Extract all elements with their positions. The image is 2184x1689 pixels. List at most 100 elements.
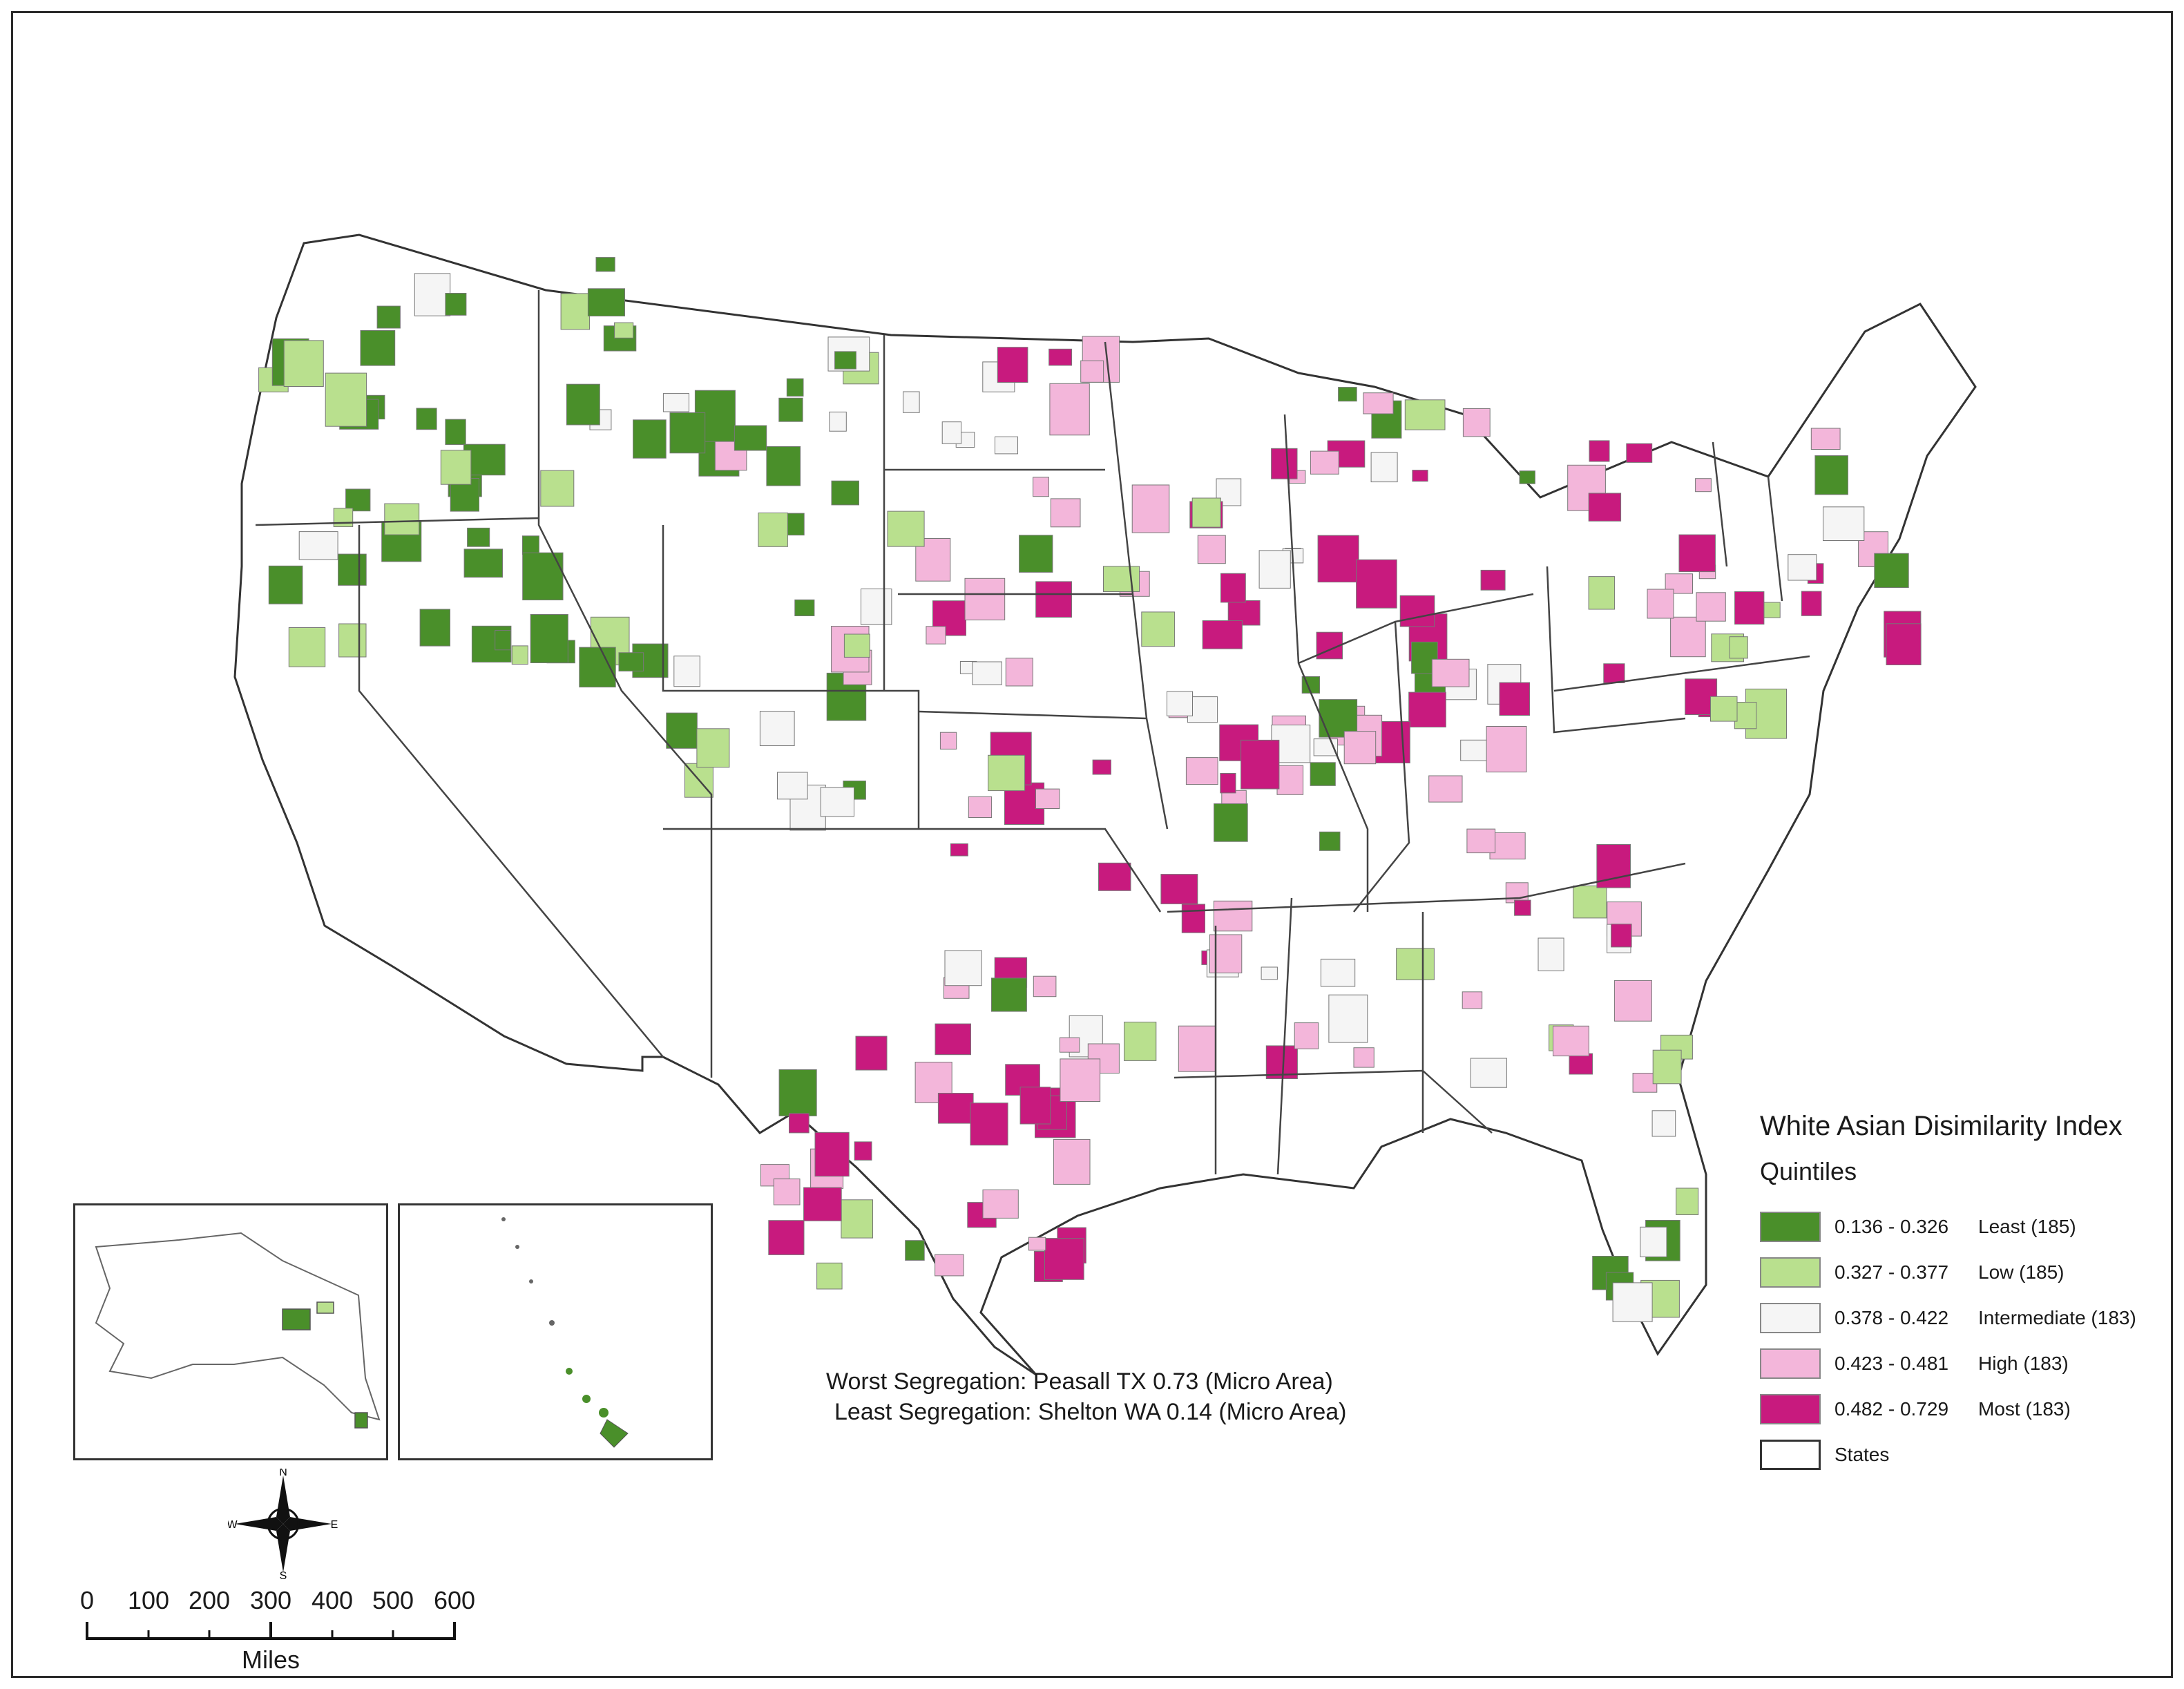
legend-class: Most (183) bbox=[1978, 1398, 2071, 1420]
county-area bbox=[1178, 1025, 1216, 1072]
county-area bbox=[937, 1093, 974, 1124]
county-area bbox=[662, 393, 690, 412]
county-area bbox=[1588, 493, 1622, 522]
county-area bbox=[1470, 1058, 1507, 1088]
county-area bbox=[766, 446, 801, 486]
hawaii-inset bbox=[398, 1203, 713, 1460]
county-area bbox=[1763, 602, 1781, 618]
county-area bbox=[1734, 591, 1765, 625]
county-area bbox=[440, 450, 472, 485]
legend-swatch bbox=[1760, 1303, 1821, 1333]
county-area bbox=[1343, 731, 1377, 765]
county-area bbox=[1460, 739, 1491, 761]
county-area bbox=[759, 711, 795, 746]
legend-swatch-states bbox=[1760, 1440, 1821, 1470]
county-area bbox=[1651, 1110, 1676, 1137]
county-area bbox=[778, 397, 803, 422]
county-area bbox=[1462, 408, 1491, 437]
legend-item-least: 0.136 - 0.326 Least (185) bbox=[1760, 1204, 2167, 1250]
county-area bbox=[841, 1199, 874, 1239]
county-area bbox=[1294, 1022, 1319, 1049]
compass-e: E bbox=[331, 1519, 338, 1531]
scale-tick: 0 bbox=[79, 1586, 95, 1614]
legend-title: White Asian Disimilarity Index bbox=[1760, 1111, 2123, 1141]
county-area bbox=[1814, 455, 1848, 495]
county-area bbox=[814, 1132, 850, 1177]
county-area bbox=[530, 614, 568, 663]
county-area bbox=[618, 652, 644, 671]
county-area bbox=[1505, 882, 1529, 904]
county-area bbox=[1209, 934, 1243, 973]
legend-class: Least (185) bbox=[1978, 1216, 2076, 1237]
county-area bbox=[1191, 497, 1221, 528]
county-area bbox=[1613, 980, 1652, 1022]
legend-item-states: States bbox=[1760, 1432, 2167, 1478]
legend-swatch bbox=[1760, 1394, 1821, 1424]
county-area bbox=[939, 732, 957, 750]
county-area bbox=[325, 372, 367, 427]
county-area bbox=[1241, 739, 1280, 790]
county-area bbox=[283, 340, 324, 387]
map-frame bbox=[11, 11, 2173, 1678]
county-area bbox=[1328, 994, 1368, 1043]
county-area bbox=[1060, 1058, 1101, 1103]
county-area bbox=[1213, 900, 1253, 932]
county-area bbox=[1197, 535, 1226, 564]
county-area bbox=[1035, 788, 1060, 809]
county-area bbox=[854, 1141, 872, 1161]
county-area bbox=[1626, 443, 1653, 463]
legend-class: States bbox=[1835, 1444, 1890, 1465]
state-borders bbox=[255, 290, 1810, 1175]
compass-rose: N S E W bbox=[228, 1469, 338, 1579]
county-area bbox=[666, 712, 698, 749]
county-area bbox=[777, 772, 808, 800]
county-area bbox=[829, 411, 847, 432]
county-area bbox=[1678, 534, 1716, 573]
segregation-notes: Worst Segregation: Peasall TX 0.73 (Micr… bbox=[826, 1366, 1346, 1427]
county-area bbox=[1695, 478, 1712, 493]
county-area bbox=[1589, 440, 1610, 462]
legend-range: 0.482 - 0.729 bbox=[1835, 1398, 1949, 1420]
legend-item-intermediate: 0.378 - 0.422 Intermediate (183) bbox=[1760, 1295, 2167, 1341]
county-area bbox=[467, 527, 490, 547]
county-area bbox=[495, 630, 512, 651]
county-area bbox=[1080, 360, 1104, 383]
county-area bbox=[268, 565, 303, 604]
county-area bbox=[1480, 569, 1506, 591]
county-area bbox=[1202, 620, 1243, 649]
legend-class: High (183) bbox=[1978, 1353, 2069, 1374]
county-area bbox=[288, 627, 326, 667]
county-area bbox=[734, 425, 767, 451]
county-area bbox=[1028, 1237, 1046, 1251]
county-area bbox=[1181, 904, 1206, 933]
county-area bbox=[834, 351, 856, 370]
county-area bbox=[445, 419, 466, 446]
county-area bbox=[338, 623, 367, 658]
county-area bbox=[1265, 1045, 1298, 1080]
county-area bbox=[935, 1023, 971, 1056]
compass-s: S bbox=[280, 1570, 287, 1579]
county-area bbox=[1338, 387, 1357, 402]
county-area bbox=[1611, 924, 1632, 948]
county-area bbox=[633, 419, 667, 459]
county-area bbox=[1553, 1025, 1589, 1057]
legend-range: 0.378 - 0.422 bbox=[1835, 1307, 1949, 1328]
legend-class: Low (185) bbox=[1978, 1261, 2065, 1283]
county-area bbox=[673, 656, 700, 687]
county-area bbox=[1317, 535, 1359, 583]
county-area bbox=[794, 599, 815, 616]
county-area bbox=[1486, 726, 1527, 773]
legend-range: 0.423 - 0.481 bbox=[1835, 1353, 1949, 1374]
county-area bbox=[1823, 506, 1865, 541]
scale-tick: 100 bbox=[127, 1586, 170, 1614]
county-area bbox=[1676, 1187, 1699, 1215]
county-area bbox=[1514, 899, 1531, 916]
county-area bbox=[1538, 937, 1564, 971]
county-area bbox=[1396, 948, 1435, 980]
county-area bbox=[1886, 623, 1922, 665]
legend-subtitle: Quintiles bbox=[1760, 1157, 1857, 1185]
legend: White Asian Disimilarity Index Quintiles… bbox=[1760, 1111, 2167, 1478]
county-area bbox=[1696, 592, 1726, 622]
county-area bbox=[995, 436, 1018, 455]
